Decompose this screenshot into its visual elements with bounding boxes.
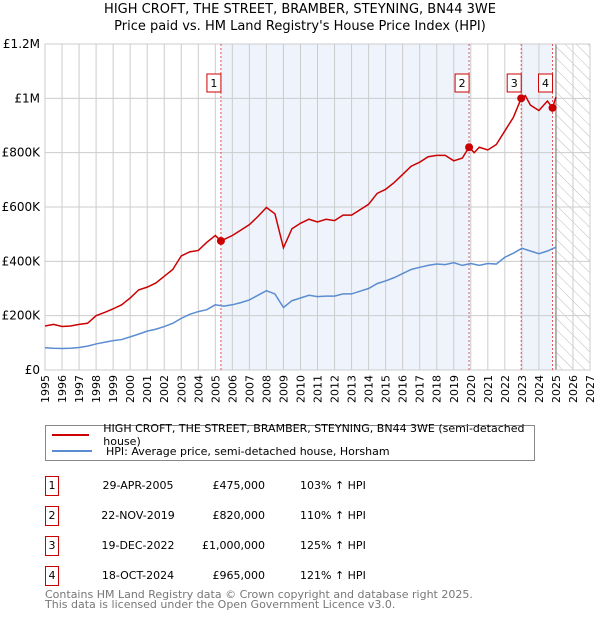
plot-border [44,43,591,371]
x-tick-label: 2024 [533,375,546,403]
x-tick-label: 1998 [90,375,103,403]
property-line [44,94,557,328]
x-tick-label: 2004 [192,375,205,403]
x-tick-label: 2012 [329,375,342,403]
chart-title: HIGH CROFT, THE STREET, BRAMBER, STEYNIN… [104,2,496,17]
y-tick-label: £1M [14,91,40,105]
y-tick-label: £1.2M [3,37,40,51]
y-tick-label: £600K [2,200,42,214]
x-tick-label: 2000 [124,375,137,403]
x-tick-label: 2018 [431,375,444,403]
x-tick-label: 1995 [39,375,52,403]
legend-label-hpi: HPI: Average price, semi-detached house,… [106,444,390,458]
sale-hpi-change: 125% ↑ HPI [300,539,366,552]
x-tick-label: 1999 [107,375,120,403]
x-tick-label: 2026 [567,375,580,403]
x-tick-label: 1996 [56,375,69,403]
sale-number: 3 [45,536,59,556]
sale-price: £820,000 [212,509,266,522]
y-tick-label: £800K [2,146,42,160]
x-tick-label: 2013 [346,375,359,403]
footer: Contains HM Land Registry data © Crown c… [45,588,473,611]
sale-number: 2 [45,506,59,526]
legend-label-property: HIGH CROFT, THE STREET, BRAMBER, STEYNIN… [103,422,525,448]
x-tick-label: 2010 [294,375,307,403]
hpi-line [44,246,557,350]
sale-price: £1,000,000 [202,539,265,552]
sale-point [216,236,225,245]
sale-label-box [206,73,222,93]
sale-price: £475,000 [212,479,266,492]
x-tick-label: 2006 [226,375,239,403]
sales-table-row: 1 29-APR-2005 £475,000 103% ↑ HPI [45,476,545,496]
sale-label-box [454,73,470,93]
chart-subtitle: Price paid vs. HM Land Registry's House … [114,19,486,34]
x-tick-label: 1997 [73,375,86,403]
sale-hpi-change: 121% ↑ HPI [300,569,366,582]
x-tick-label: 2027 [584,375,597,403]
price-chart: 1995 1996 1997 1998 1999 2000 2001 2002 2003 2004… [2,37,597,403]
x-tick-label: 2007 [243,375,256,403]
sale-point [548,103,557,112]
x-tick-label: 2019 [448,375,461,403]
x-tick-label: 2020 [465,375,478,403]
sale-label: 4 [542,77,549,90]
footer-line-2: This data is licensed under the Open Gov… [45,598,396,611]
sale-label-box [538,73,554,93]
x-tick-label: 2021 [482,375,495,403]
x-tick-label: 2005 [209,375,222,403]
legend: HIGH CROFT, THE STREET, BRAMBER, STEYNIN… [45,422,535,461]
sale-hpi-change: 103% ↑ HPI [300,479,366,492]
sale-label: 3 [511,77,518,90]
sale-date: 18-OCT-2024 [101,569,175,582]
x-tick-label: 2022 [499,375,512,403]
x-tick-label: 2023 [516,375,529,403]
sale-date: 22-NOV-2019 [101,509,175,522]
sale-label: 1 [210,77,217,90]
sales-table-row: 4 18-OCT-2024 £965,000 121% ↑ HPI [45,566,545,586]
x-tick-label: 2008 [260,375,273,403]
x-tick-label: 2002 [158,375,171,403]
y-tick-label: £0 [25,363,40,377]
y-tick-label: £200K [2,309,42,323]
sale-label: 2 [459,77,466,90]
sale-label-box [506,73,522,93]
sale-point [517,94,526,103]
sales-table-row: 3 19-DEC-2022 £1,000,000 125% ↑ HPI [45,536,545,556]
sale-price: £965,000 [212,569,266,582]
x-tick-label: 2025 [550,375,563,403]
y-tick-label: £400K [2,254,42,268]
legend-swatch-hpi [52,450,92,452]
sale-number: 4 [45,566,59,586]
x-tick-label: 2011 [312,375,325,403]
sale-point [465,143,474,152]
footer-line-1: Contains HM Land Registry data © Crown c… [45,588,473,601]
sale-date: 19-DEC-2022 [101,539,175,552]
sales-table-row: 2 22-NOV-2019 £820,000 110% ↑ HPI [45,506,545,526]
sale-number: 1 [45,476,59,496]
sale-hpi-change: 110% ↑ HPI [300,509,366,522]
x-tick-label: 2014 [363,375,376,403]
legend-swatch-property [52,434,90,436]
x-tick-label: 2017 [414,375,427,403]
x-tick-label: 2016 [397,375,410,403]
sale-date: 29-APR-2005 [102,479,174,492]
x-tick-label: 2003 [175,375,188,403]
x-tick-label: 2001 [141,375,154,403]
x-tick-label: 2015 [380,375,393,403]
x-tick-label: 2009 [277,375,290,403]
